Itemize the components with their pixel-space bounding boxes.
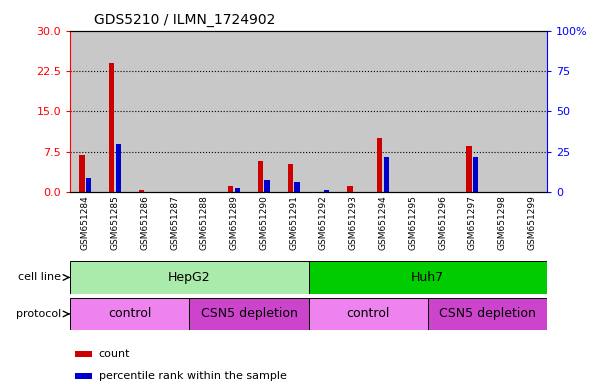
Text: cell line: cell line [18,272,61,283]
Text: HepG2: HepG2 [168,271,211,284]
Bar [189,31,219,192]
Bar [100,31,130,192]
Bar [517,31,547,192]
Bar [79,156,84,192]
Bar [115,144,121,192]
FancyBboxPatch shape [189,298,309,330]
Bar [86,178,91,192]
Bar [70,31,100,192]
Bar [466,146,472,192]
Text: protocol: protocol [16,309,61,319]
Bar [159,31,189,192]
Bar [488,31,517,192]
Bar [458,31,488,192]
Bar [309,31,338,192]
Bar [75,351,92,357]
Bar [235,188,240,192]
Bar [384,157,389,192]
Bar [109,63,114,192]
FancyBboxPatch shape [70,298,189,330]
Bar [265,180,270,192]
Bar [279,31,309,192]
Text: control: control [108,308,152,320]
Bar [473,157,478,192]
Text: CSN5 depletion: CSN5 depletion [439,308,536,320]
FancyBboxPatch shape [309,298,428,330]
Text: Huh7: Huh7 [411,271,444,284]
Bar [295,182,299,192]
Bar [324,190,329,192]
Bar [249,31,279,192]
Text: count: count [99,349,130,359]
Text: CSN5 depletion: CSN5 depletion [200,308,298,320]
Bar [228,185,233,192]
Bar [139,190,144,192]
Bar [368,31,398,192]
Bar [377,138,382,192]
FancyBboxPatch shape [428,298,547,330]
Text: percentile rank within the sample: percentile rank within the sample [99,371,287,381]
Bar [258,161,263,192]
Bar [219,31,249,192]
FancyBboxPatch shape [309,261,547,294]
Bar [347,186,353,192]
Bar [130,31,159,192]
Bar [398,31,428,192]
Bar [338,31,368,192]
Text: GDS5210 / ILMN_1724902: GDS5210 / ILMN_1724902 [94,13,276,27]
Bar [75,373,92,379]
Bar [288,164,293,192]
FancyBboxPatch shape [70,261,309,294]
Text: control: control [346,308,390,320]
Bar [428,31,458,192]
